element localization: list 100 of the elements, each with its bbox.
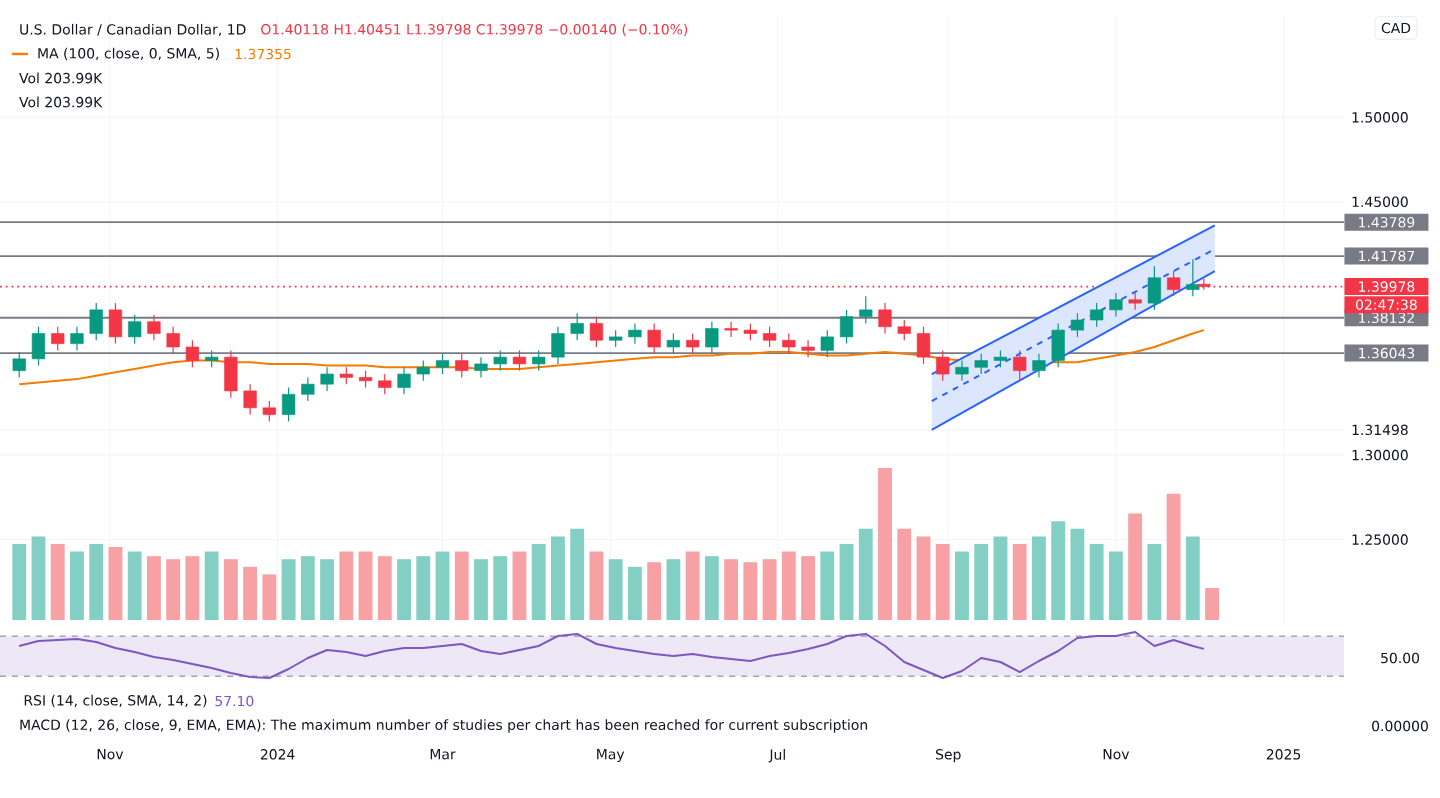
candlestick — [1070, 312, 1085, 338]
candlestick — [686, 332, 700, 355]
candlestick — [589, 316, 604, 348]
bar — [166, 559, 181, 620]
bar — [512, 551, 527, 620]
candlestick — [647, 322, 661, 355]
candlestick — [1032, 353, 1046, 379]
bar — [531, 544, 546, 620]
candlestick — [108, 302, 123, 345]
bar — [1147, 544, 1162, 620]
bar — [993, 536, 1008, 620]
candlestick — [320, 366, 334, 392]
bar — [127, 551, 142, 620]
bar — [474, 559, 488, 620]
bar — [1166, 493, 1181, 620]
candlestick — [262, 400, 276, 422]
bar — [493, 556, 508, 620]
candlestick — [705, 321, 719, 355]
candlestick — [820, 329, 834, 358]
bar — [31, 536, 46, 620]
bar — [185, 556, 200, 620]
bar — [89, 544, 104, 620]
candlestick — [532, 349, 546, 372]
candlestick — [397, 366, 411, 395]
bar — [1051, 521, 1066, 620]
bar — [1089, 544, 1104, 620]
bar — [146, 556, 161, 620]
bar — [647, 562, 662, 620]
bar — [262, 574, 277, 620]
bar — [50, 544, 65, 620]
bar — [377, 556, 392, 620]
bar — [416, 556, 431, 620]
candlestick — [782, 332, 796, 355]
bar — [916, 536, 931, 620]
bar — [551, 536, 565, 620]
candlestick — [1013, 349, 1027, 382]
bar — [358, 551, 373, 620]
candlestick — [974, 353, 988, 375]
candlestick — [474, 356, 488, 379]
candlestick — [493, 349, 507, 372]
bar — [801, 556, 815, 620]
bar — [762, 559, 777, 620]
candlestick — [1051, 322, 1065, 368]
candlestick — [936, 349, 950, 382]
candlestick — [859, 295, 873, 324]
candlestick — [916, 326, 931, 365]
candlestick — [378, 373, 392, 395]
candlestick — [762, 326, 777, 348]
candlestick — [1167, 270, 1181, 297]
bar — [1108, 551, 1123, 620]
bar — [108, 547, 123, 620]
candlestick — [1128, 292, 1142, 311]
candlestick — [128, 314, 142, 345]
bar — [570, 528, 585, 620]
candlestick — [301, 376, 315, 402]
candlestick — [147, 314, 161, 341]
bar — [743, 562, 758, 620]
bar — [1205, 588, 1219, 620]
bar — [300, 556, 315, 620]
bar — [204, 551, 219, 620]
bar — [781, 551, 796, 620]
bar — [1185, 536, 1200, 620]
bar — [70, 551, 84, 620]
candlestick — [570, 312, 584, 341]
bar — [397, 559, 411, 620]
bar — [281, 559, 296, 620]
candlestick — [89, 302, 103, 341]
candlestick — [512, 349, 527, 372]
bar — [935, 544, 950, 620]
bar — [1128, 513, 1143, 620]
candlestick — [224, 349, 238, 399]
candlestick — [243, 383, 257, 416]
bar — [955, 551, 969, 620]
bar — [243, 566, 258, 620]
candlestick — [1147, 265, 1161, 311]
bar — [1012, 544, 1027, 620]
candlestick — [801, 339, 815, 358]
bar — [320, 559, 334, 620]
candlestick — [1109, 292, 1123, 318]
bar — [685, 551, 700, 620]
candlestick — [435, 353, 450, 375]
candlestick — [70, 326, 84, 351]
candlestick — [897, 319, 911, 341]
bar — [724, 559, 739, 620]
bar — [704, 556, 719, 620]
bar — [666, 559, 681, 620]
candlestick — [416, 359, 430, 382]
candlestick — [281, 386, 296, 422]
candlestick — [955, 359, 969, 382]
candlestick — [551, 326, 565, 365]
bar — [974, 544, 989, 620]
bar — [339, 551, 354, 620]
bar — [608, 559, 623, 620]
bar — [223, 559, 238, 620]
candlestick — [724, 321, 738, 338]
bar — [12, 544, 27, 620]
bar — [589, 551, 604, 620]
bar — [820, 551, 835, 620]
bar — [435, 551, 450, 620]
candlestick — [455, 353, 469, 379]
